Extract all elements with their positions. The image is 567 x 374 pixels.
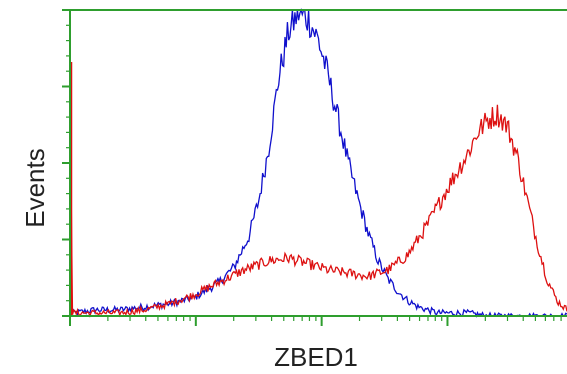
y-axis-title: Events xyxy=(20,148,50,228)
series-line-2 xyxy=(69,70,567,318)
axis-layer xyxy=(62,9,567,326)
x-axis-ticks xyxy=(69,316,562,326)
x-axis-title: ZBED1 xyxy=(274,342,358,372)
y-axis-ticks xyxy=(62,9,70,317)
